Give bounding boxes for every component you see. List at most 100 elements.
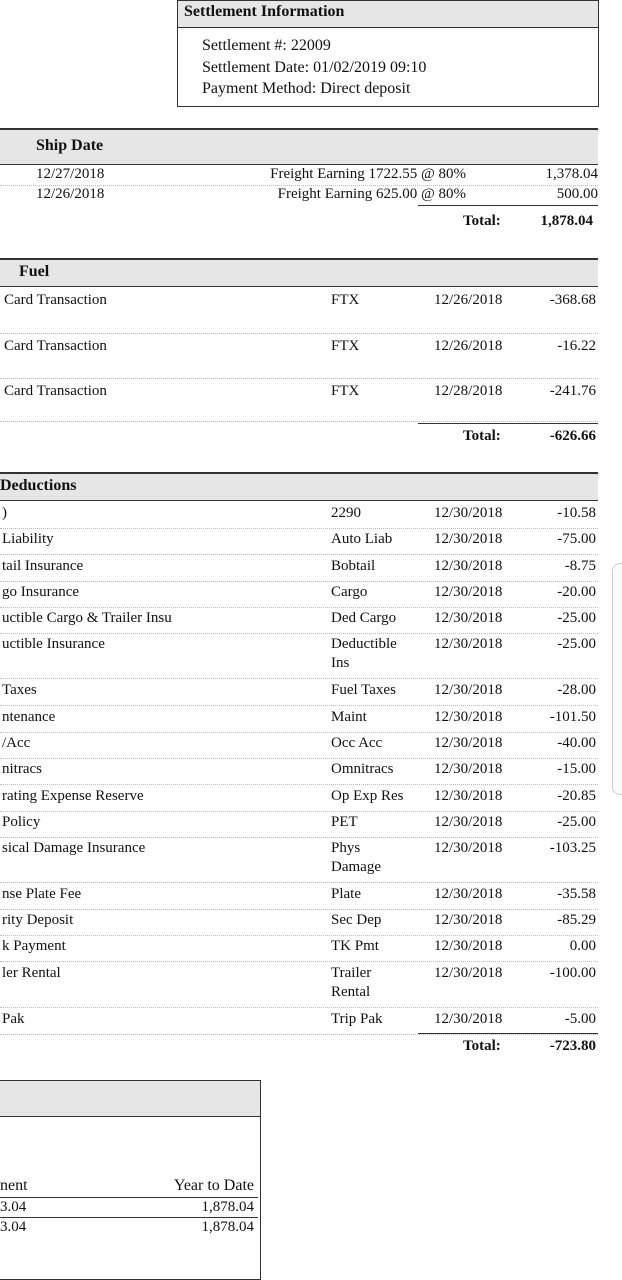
deduction-row-code: Trailer <box>331 965 372 981</box>
freight-row-amount: 1,378.04 <box>545 166 599 182</box>
deduction-row-code: Auto Liab <box>331 531 393 547</box>
deduction-row-date: 12/30/2018 <box>434 965 503 981</box>
row-divider <box>0 837 598 838</box>
deduction-row-code: TK Pmt <box>331 938 379 954</box>
summary-row-rule <box>0 1217 258 1218</box>
deduction-row-code: Phys <box>331 840 361 856</box>
row-divider <box>0 633 598 634</box>
deduction-row-date: 12/30/2018 <box>434 558 503 574</box>
deduction-row-date: 12/30/2018 <box>434 1011 503 1027</box>
deduction-row-date: 12/30/2018 <box>434 735 503 751</box>
deduction-row-amount: -40.00 <box>557 735 596 751</box>
deduction-row-desc: rating Expense Reserve <box>2 788 144 804</box>
deduction-row-code-line2: Rental <box>331 984 371 1000</box>
fuel-header-bar <box>0 258 598 287</box>
deduction-row-date: 12/30/2018 <box>434 709 503 725</box>
deduction-row-code: Trip Pak <box>331 1011 383 1027</box>
summary-current-header: nent <box>0 1177 28 1194</box>
settlement-info-box <box>177 0 599 107</box>
fuel-row-desc: Card Transaction <box>4 292 107 308</box>
fuel-row-desc: Card Transaction <box>4 338 107 354</box>
deduction-row-amount: -28.00 <box>557 682 596 698</box>
deduction-row-date: 12/30/2018 <box>434 531 503 547</box>
deduction-row-code: Deductible <box>331 636 397 652</box>
deduction-row-code-line2: Damage <box>331 859 381 875</box>
deduction-row-code: Sec Dep <box>331 912 382 928</box>
fuel-header: Fuel <box>19 263 50 280</box>
row-divider <box>0 1034 598 1035</box>
fuel-row-desc: Card Transaction <box>4 383 107 399</box>
deduction-row-code: Plate <box>331 886 361 902</box>
deduction-row-desc: Pak <box>2 1011 25 1027</box>
deduction-row-code: PET <box>331 814 358 830</box>
deduction-row-desc: ler Rental <box>2 965 61 981</box>
row-divider <box>0 758 598 759</box>
deduction-row-date: 12/30/2018 <box>434 505 503 521</box>
deduction-row-desc: Policy <box>2 814 41 830</box>
freight-row-amount: 500.00 <box>556 186 598 202</box>
deduction-row-amount: 0.00 <box>569 938 596 954</box>
row-divider <box>0 705 598 706</box>
freight-row-desc: Freight Earning 625.00 @ 80% <box>277 186 466 202</box>
deduction-row-code: Bobtail <box>331 558 376 574</box>
row-divider <box>0 784 598 785</box>
row-divider <box>0 1007 598 1008</box>
deduction-row-date: 12/30/2018 <box>434 788 503 804</box>
deduction-row-date: 12/30/2018 <box>434 886 503 902</box>
payment-method: Payment Method: Direct deposit <box>202 80 411 97</box>
freight-row-desc: Freight Earning 1722.55 @ 80% <box>270 166 466 182</box>
deduction-row-date: 12/30/2018 <box>434 840 503 856</box>
deduction-row-code: Occ Acc <box>331 735 383 751</box>
deduction-row-desc: rity Deposit <box>2 912 74 928</box>
fuel-row-amount: -16.22 <box>557 338 596 354</box>
row-divider <box>0 607 598 608</box>
deduction-row-desc: go Insurance <box>2 584 80 600</box>
fuel-row-amount: -368.68 <box>549 292 596 308</box>
deduction-row-date: 12/30/2018 <box>434 610 503 626</box>
total-rule <box>418 423 598 424</box>
freight-header-bar <box>0 128 598 165</box>
deduction-row-code: Op Exp Res <box>331 788 404 804</box>
deduction-row-desc: /Acc <box>2 735 31 751</box>
deduction-row-amount: -100.00 <box>549 965 596 981</box>
summary-ytd-value: 1,878.04 <box>201 1219 255 1235</box>
total-rule <box>418 205 598 206</box>
settlement-number: Settlement #: 22009 <box>202 37 331 54</box>
row-divider <box>0 678 598 679</box>
freight-row-date: 12/26/2018 <box>36 186 105 202</box>
fuel-total-value: -626.66 <box>549 428 596 444</box>
deduction-row-code: Fuel Taxes <box>331 682 396 698</box>
deduction-row-code-line2: Ins <box>331 655 350 671</box>
deduction-row-date: 12/30/2018 <box>434 938 503 954</box>
deduction-row-amount: -103.25 <box>549 840 596 856</box>
deduction-row-code: Omnitracs <box>331 761 394 777</box>
deduction-row-amount: -25.00 <box>557 610 596 626</box>
row-divider <box>0 882 598 883</box>
freight-row-date: 12/27/2018 <box>36 166 105 182</box>
deduction-row-date: 12/30/2018 <box>434 682 503 698</box>
summary-box <box>0 1080 261 1280</box>
fuel-row-code: FTX <box>331 338 360 354</box>
summary-header-bar <box>0 1081 260 1117</box>
deduction-row-date: 12/30/2018 <box>434 761 503 777</box>
scroll-handle[interactable] <box>612 563 622 795</box>
row-divider <box>0 528 598 529</box>
deduction-row-desc: uctible Insurance <box>2 636 105 652</box>
deduction-row-desc: Liability <box>2 531 54 547</box>
deduction-row-code: Ded Cargo <box>331 610 397 626</box>
deduction-row-desc: Taxes <box>2 682 37 698</box>
row-divider <box>0 333 598 334</box>
deduction-row-amount: -15.00 <box>557 761 596 777</box>
fuel-row-date: 12/28/2018 <box>434 383 503 399</box>
deduction-row-amount: -8.75 <box>564 558 596 574</box>
row-divider <box>0 185 598 186</box>
deduction-row-amount: -101.50 <box>549 709 596 725</box>
summary-current-value: 3.04 <box>0 1219 27 1235</box>
deduction-row-code: Maint <box>331 709 367 725</box>
settlement-date: Settlement Date: 01/02/2019 09:10 <box>202 59 427 76</box>
row-divider <box>0 961 598 962</box>
fuel-row-date: 12/26/2018 <box>434 292 503 308</box>
settlement-info-header <box>178 1 598 28</box>
row-divider <box>0 581 598 582</box>
summary-ytd-value: 1,878.04 <box>201 1199 255 1215</box>
